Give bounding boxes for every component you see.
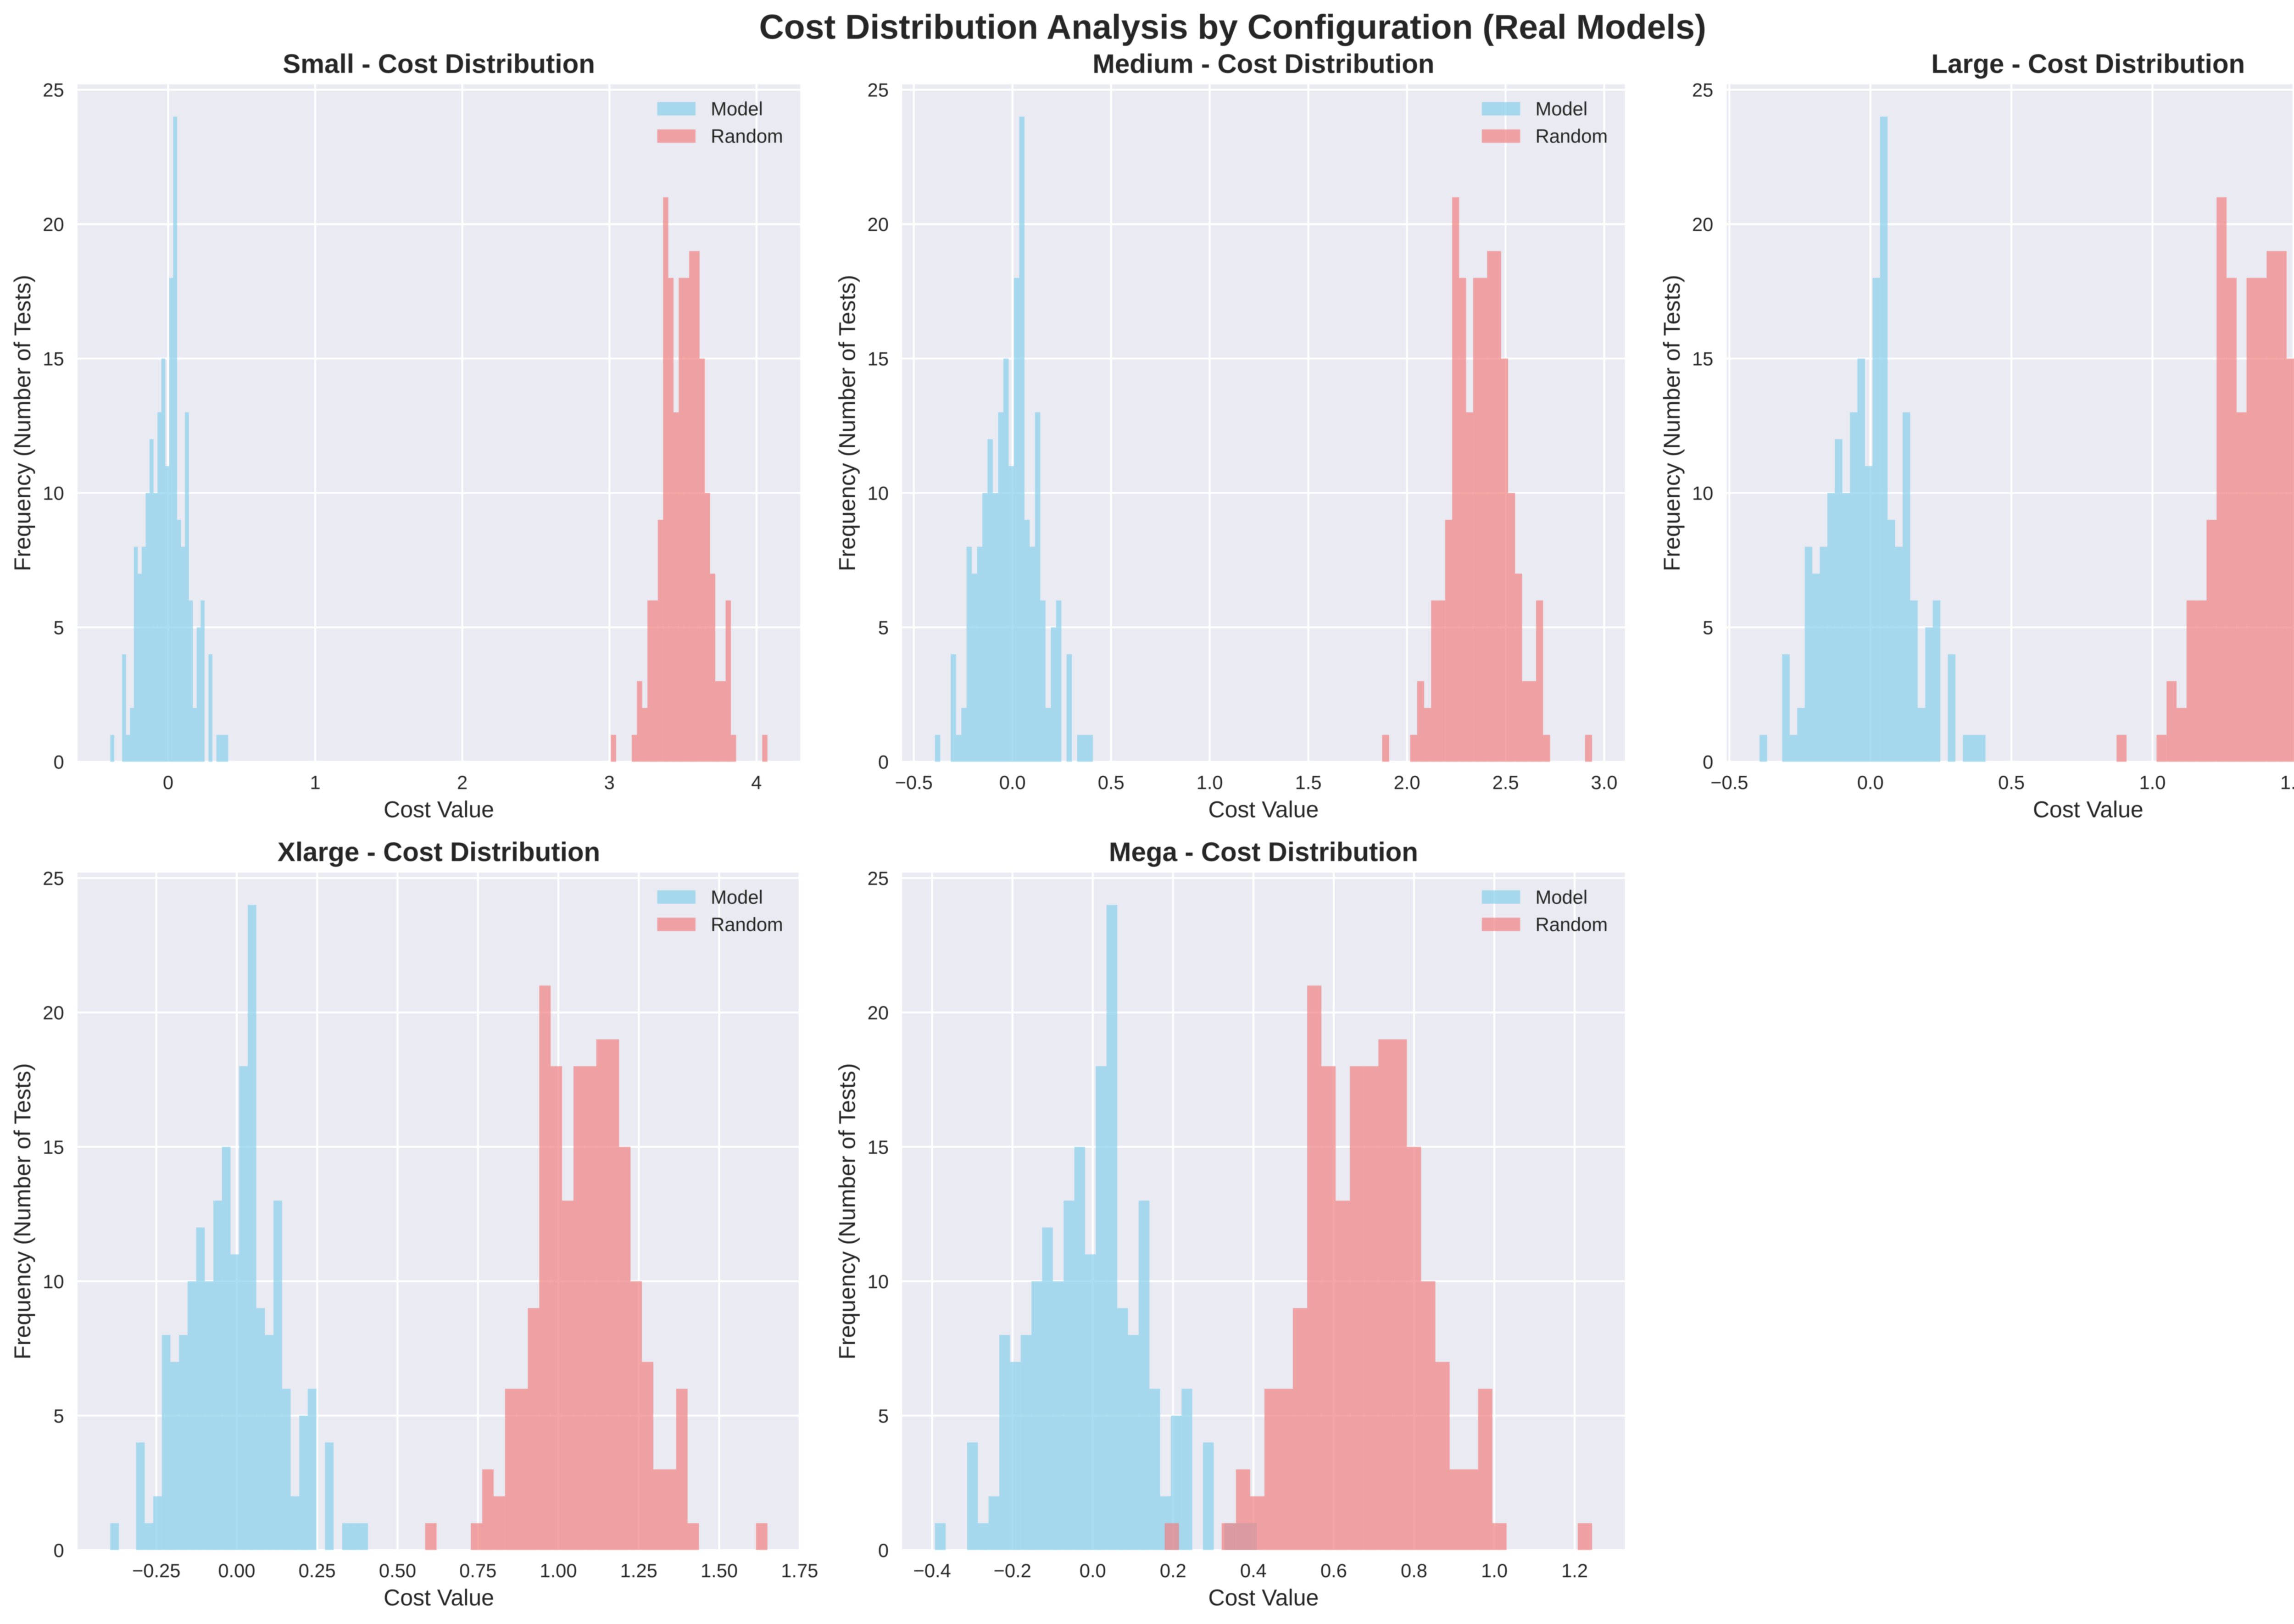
svg-text:1.00: 1.00 [540, 1560, 577, 1581]
svg-text:25: 25 [868, 868, 889, 889]
svg-text:0: 0 [878, 751, 889, 773]
svg-text:2.5: 2.5 [1492, 772, 1519, 793]
svg-text:0: 0 [53, 1540, 64, 1561]
svg-text:Frequency (Number of Tests): Frequency (Number of Tests) [835, 275, 860, 571]
svg-text:0: 0 [163, 772, 173, 793]
svg-text:2: 2 [457, 772, 468, 793]
svg-text:Small - Cost Distribution: Small - Cost Distribution [283, 49, 595, 79]
svg-text:Model: Model [1536, 886, 1588, 908]
svg-text:0.0: 0.0 [1857, 772, 1884, 793]
svg-text:1.25: 1.25 [620, 1560, 657, 1581]
svg-text:0.00: 0.00 [218, 1560, 255, 1581]
svg-text:Random: Random [1536, 125, 1608, 147]
svg-text:−0.5: −0.5 [895, 772, 933, 793]
svg-text:1.5: 1.5 [1295, 772, 1322, 793]
svg-text:20: 20 [43, 1002, 64, 1023]
svg-text:5: 5 [878, 1405, 889, 1427]
svg-text:3.0: 3.0 [1591, 772, 1618, 793]
svg-text:10: 10 [43, 1271, 64, 1292]
svg-text:15: 15 [1692, 348, 1713, 370]
svg-text:1.5: 1.5 [2280, 772, 2294, 793]
svg-text:−0.2: −0.2 [994, 1560, 1031, 1581]
svg-text:25: 25 [1692, 79, 1713, 101]
svg-text:15: 15 [868, 1136, 889, 1158]
svg-text:Cost Value: Cost Value [1208, 796, 1319, 822]
svg-text:10: 10 [43, 483, 64, 504]
svg-text:4: 4 [751, 772, 762, 793]
svg-text:0.75: 0.75 [459, 1560, 496, 1581]
svg-text:−0.5: −0.5 [1710, 772, 1748, 793]
svg-text:20: 20 [1692, 214, 1713, 235]
svg-text:15: 15 [43, 1136, 64, 1158]
svg-text:15: 15 [868, 348, 889, 370]
svg-text:Cost Distribution Analysis by: Cost Distribution Analysis by Configurat… [759, 7, 1706, 46]
svg-text:Random: Random [1536, 914, 1608, 935]
svg-text:5: 5 [53, 1405, 64, 1427]
svg-text:1: 1 [310, 772, 320, 793]
svg-text:1.75: 1.75 [781, 1560, 818, 1581]
svg-text:2.0: 2.0 [1394, 772, 1420, 793]
svg-text:0.5: 0.5 [1098, 772, 1125, 793]
svg-text:0.2: 0.2 [1160, 1560, 1186, 1581]
svg-text:0.50: 0.50 [379, 1560, 416, 1581]
svg-text:10: 10 [868, 483, 889, 504]
svg-text:1.2: 1.2 [1561, 1560, 1588, 1581]
svg-text:Model: Model [711, 886, 763, 908]
svg-text:5: 5 [878, 617, 889, 639]
svg-text:0.6: 0.6 [1320, 1560, 1347, 1581]
svg-text:0: 0 [1703, 751, 1713, 773]
svg-text:10: 10 [1692, 483, 1713, 504]
svg-text:0.5: 0.5 [1998, 772, 2025, 793]
svg-text:25: 25 [43, 868, 64, 889]
svg-text:20: 20 [868, 1002, 889, 1023]
svg-text:0.0: 0.0 [999, 772, 1026, 793]
svg-text:Model: Model [711, 98, 763, 120]
svg-text:25: 25 [43, 79, 64, 101]
svg-text:15: 15 [43, 348, 64, 370]
svg-text:Frequency (Number of Tests): Frequency (Number of Tests) [835, 1063, 860, 1359]
svg-text:Frequency (Number of Tests): Frequency (Number of Tests) [10, 1063, 35, 1359]
svg-text:25: 25 [868, 79, 889, 101]
svg-text:Cost Value: Cost Value [1208, 1585, 1319, 1611]
svg-text:5: 5 [53, 617, 64, 639]
svg-text:20: 20 [43, 214, 64, 235]
svg-text:Frequency (Number of Tests): Frequency (Number of Tests) [1659, 275, 1685, 571]
svg-text:0.4: 0.4 [1240, 1560, 1267, 1581]
svg-text:Cost Value: Cost Value [384, 796, 494, 822]
svg-text:Cost Value: Cost Value [2033, 796, 2144, 822]
svg-text:Random: Random [711, 914, 783, 935]
svg-text:1.0: 1.0 [2139, 772, 2166, 793]
svg-text:Large - Cost Distribution: Large - Cost Distribution [1931, 49, 2245, 79]
svg-text:Random: Random [711, 125, 783, 147]
svg-text:1.0: 1.0 [1481, 1560, 1508, 1581]
svg-text:Cost Value: Cost Value [384, 1585, 494, 1611]
svg-text:1.50: 1.50 [701, 1560, 738, 1581]
svg-text:Xlarge - Cost Distribution: Xlarge - Cost Distribution [278, 837, 600, 867]
svg-text:5: 5 [1703, 617, 1713, 639]
svg-text:Frequency (Number of Tests): Frequency (Number of Tests) [10, 275, 35, 571]
svg-text:3: 3 [604, 772, 615, 793]
svg-text:−0.25: −0.25 [132, 1560, 180, 1581]
svg-text:0: 0 [53, 751, 64, 773]
svg-text:Model: Model [1536, 98, 1588, 120]
svg-text:0.8: 0.8 [1401, 1560, 1427, 1581]
svg-text:Mega - Cost Distribution: Mega - Cost Distribution [1109, 837, 1418, 867]
svg-text:0.25: 0.25 [299, 1560, 336, 1581]
svg-text:20: 20 [868, 214, 889, 235]
svg-text:10: 10 [868, 1271, 889, 1292]
svg-text:−0.4: −0.4 [913, 1560, 951, 1581]
svg-text:0: 0 [878, 1540, 889, 1561]
svg-text:1.0: 1.0 [1197, 772, 1223, 793]
svg-text:Medium - Cost Distribution: Medium - Cost Distribution [1092, 49, 1434, 79]
svg-text:0.0: 0.0 [1080, 1560, 1106, 1581]
